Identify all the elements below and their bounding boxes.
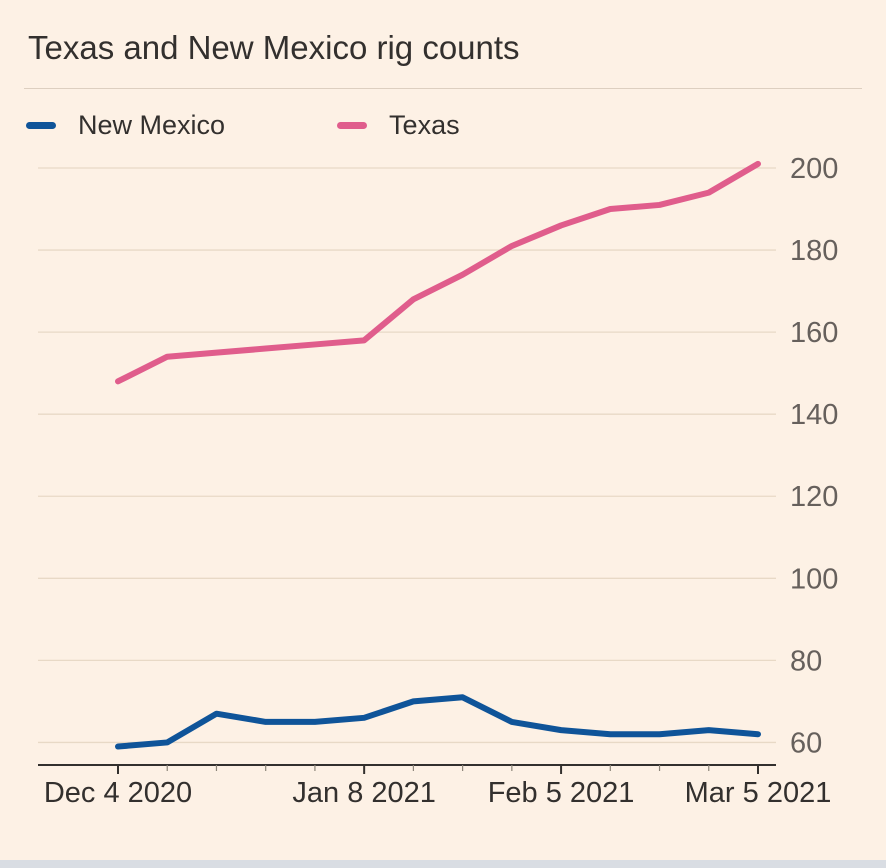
y-axis-label: 180	[790, 235, 838, 267]
x-axis-label: Dec 4 2020	[44, 777, 192, 809]
rig-chart-svg: 60 80 100 120 140 160 180 200 Dec 4 2020 Jan 8 20…	[38, 153, 838, 809]
y-axis-label: 120	[790, 481, 838, 513]
title-divider	[24, 87, 862, 89]
new-mexico-line-swatch	[26, 121, 56, 129]
x-axis-label: Jan 8 2021	[292, 777, 436, 809]
legend-item-texas: Texas	[337, 109, 460, 142]
series-line-new-mexico	[115, 693, 761, 750]
footer-strip	[0, 860, 886, 868]
chart-title: Texas and New Mexico rig counts	[28, 29, 520, 66]
y-axis-label: 60	[790, 727, 822, 759]
legend-label-texas: Texas	[389, 109, 460, 140]
series-line-texas	[115, 160, 761, 384]
y-axis-label: 160	[790, 317, 838, 349]
y-axis-label: 80	[790, 645, 822, 677]
y-axis-label: 140	[790, 399, 838, 431]
y-axis-label: 200	[790, 153, 838, 185]
legend: New Mexico Texas	[26, 109, 886, 142]
texas-line-swatch	[337, 121, 368, 129]
x-axis-label: Mar 5 2021	[685, 777, 832, 809]
legend-label-new-mexico: New Mexico	[78, 109, 226, 140]
x-axis-label: Feb 5 2021	[488, 777, 635, 809]
y-axis-label: 100	[790, 563, 838, 595]
legend-item-new-mexico: New Mexico	[26, 109, 225, 142]
